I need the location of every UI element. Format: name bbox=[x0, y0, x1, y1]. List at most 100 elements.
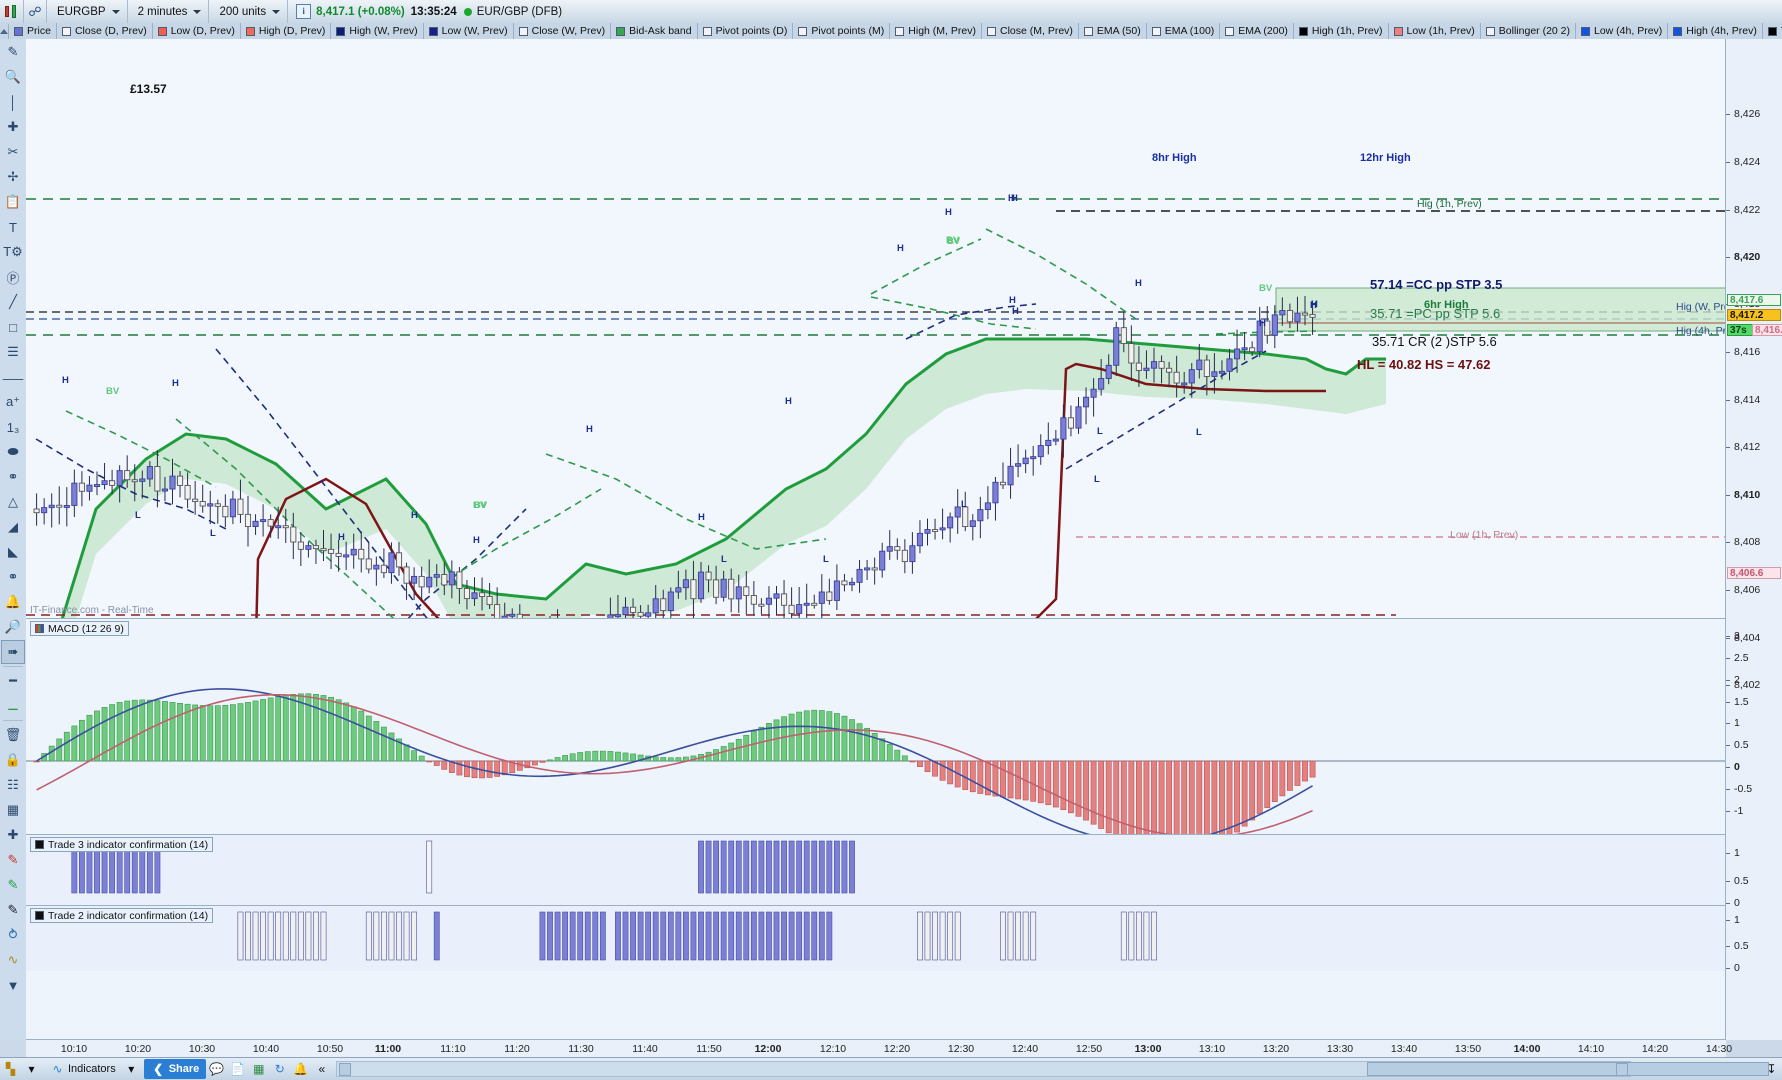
legend-item[interactable]: EMA (100) bbox=[1147, 23, 1221, 39]
spiral-icon[interactable]: ⥁ bbox=[8, 927, 18, 942]
legend-item[interactable]: Bollinger (20 2) bbox=[1481, 23, 1576, 39]
scroll-right-button[interactable] bbox=[1616, 1063, 1628, 1076]
bid-price-pill[interactable]: 8,416.7 bbox=[1752, 324, 1782, 336]
vertical-line-icon[interactable]: │ bbox=[8, 94, 18, 110]
news-icon[interactable]: 📄 bbox=[230, 1062, 246, 1076]
abc-pattern-icon[interactable]: a⁺ bbox=[5, 394, 21, 409]
legend-item[interactable]: Pivot points (M) bbox=[793, 23, 891, 39]
alert-icon[interactable]: 🔔 bbox=[293, 1062, 309, 1076]
legend-item[interactable]: High (4h, Prev) bbox=[1668, 23, 1763, 39]
chevron-down-icon[interactable] bbox=[193, 9, 202, 14]
lock-icon[interactable]: 🔒 bbox=[4, 752, 22, 767]
macd-pane[interactable]: MACD (12 26 9) bbox=[26, 619, 1726, 835]
text-settings-icon[interactable]: T⚙ bbox=[3, 244, 23, 259]
magnifier-icon[interactable]: 🔍 bbox=[4, 69, 22, 84]
segment-icon[interactable]: ⚭ bbox=[7, 469, 19, 484]
scroll-left-button[interactable] bbox=[339, 1063, 352, 1076]
size-selector[interactable]: 200 units bbox=[209, 0, 289, 23]
channel-icon[interactable]: ☰ bbox=[7, 344, 19, 359]
macd-pane-title[interactable]: MACD (12 26 9) bbox=[30, 621, 129, 636]
chevron-down-icon[interactable] bbox=[272, 9, 281, 14]
settings-brush-icon[interactable]: ✂ bbox=[7, 144, 19, 159]
legend-item[interactable]: Low (D, Prev) bbox=[153, 23, 241, 39]
text-tool-icon[interactable]: T bbox=[9, 219, 17, 235]
chart-canvas[interactable]: IT-Finance.com - Real-Time £13.57 bbox=[26, 39, 1726, 1040]
legend-item[interactable]: High (W, Prev) bbox=[331, 23, 424, 39]
grid-icon[interactable]: ▦ bbox=[6, 802, 20, 817]
info-icon[interactable]: i bbox=[296, 4, 312, 19]
orderbook-icon[interactable]: ▦ bbox=[253, 1062, 265, 1076]
low-1h-pill[interactable]: 8,406.6 bbox=[1727, 567, 1781, 579]
chart-type-section[interactable] bbox=[0, 0, 24, 23]
green-line-icon[interactable]: ⚊ bbox=[7, 698, 19, 713]
indicators-dropdown-icon[interactable]: ▾ bbox=[128, 1062, 135, 1076]
last-price-pill[interactable]: 8,417.2 bbox=[1727, 309, 1781, 321]
price-axis[interactable]: 8,4268,4248,4228,4208,4188,4168,4148,412… bbox=[1725, 39, 1782, 1040]
curve-icon[interactable]: ∿ bbox=[7, 952, 19, 967]
link-icon[interactable]: ☍ bbox=[28, 4, 42, 19]
parallel-lines-icon[interactable]: ⸺ bbox=[2, 370, 24, 386]
timeframe-selector[interactable]: 2 minutes bbox=[128, 0, 210, 23]
price-pane[interactable]: IT-Finance.com - Real-Time £13.57 bbox=[26, 39, 1726, 619]
wave-count-icon[interactable]: 1₃ bbox=[6, 419, 20, 435]
dropdown-icon[interactable]: ▾ bbox=[28, 1062, 35, 1076]
collapse-icon[interactable]: « bbox=[318, 1062, 326, 1076]
zoom-select-icon[interactable]: 🔎 bbox=[4, 619, 22, 634]
trade2-pane[interactable]: Trade 2 indicator confirmation (14) bbox=[26, 906, 1726, 971]
fib-fan-icon[interactable]: ◢ bbox=[8, 519, 18, 534]
share-button[interactable]: ❮ Share bbox=[143, 1059, 207, 1079]
scrollbar-thumb[interactable] bbox=[1367, 1062, 1770, 1076]
triangle-icon[interactable]: △ bbox=[8, 494, 18, 509]
legend-collapse-button[interactable] bbox=[0, 23, 9, 39]
crosshair-icon[interactable]: ✚ bbox=[7, 827, 19, 842]
link-section[interactable]: ☍ bbox=[24, 0, 47, 23]
legend-item[interactable]: Bid-Ask band bbox=[611, 23, 698, 39]
legend-item[interactable]: High (M, Prev) bbox=[890, 23, 982, 39]
ask-price-pill[interactable]: 8,417.6 bbox=[1727, 294, 1781, 306]
download-icon[interactable]: ↧ bbox=[1766, 1062, 1777, 1076]
legend-item[interactable]: High (D, Prev) bbox=[241, 23, 332, 39]
annotate-pencil-icon[interactable]: ✎ bbox=[7, 44, 19, 59]
candlestick-icon[interactable] bbox=[4, 4, 19, 19]
trade2-pane-title[interactable]: Trade 2 indicator confirmation (14) bbox=[30, 908, 214, 923]
horizontal-scrollbar[interactable] bbox=[336, 1061, 1770, 1077]
pen-red-icon[interactable]: ✎ bbox=[7, 852, 19, 867]
legend-item[interactable]: Low (W, Prev) bbox=[424, 23, 514, 39]
countdown-pill[interactable]: 37s bbox=[1727, 324, 1755, 336]
legend-item[interactable]: Close (D, Prev) bbox=[57, 23, 153, 39]
comment-icon[interactable]: 💬 bbox=[209, 1062, 225, 1076]
chart-type-icon[interactable]: ▚ bbox=[5, 1062, 16, 1076]
layers-icon[interactable]: ☷ bbox=[7, 777, 19, 792]
legend-item[interactable]: Trend Convergence sig bbox=[1763, 23, 1782, 39]
trade3-pane-title[interactable]: Trade 3 indicator confirmation (14) bbox=[30, 837, 214, 852]
trade3-pane[interactable]: Trade 3 indicator confirmation (14) bbox=[26, 835, 1726, 906]
pointer-tool-icon[interactable]: ➠ bbox=[1, 640, 25, 664]
horizontal-line-icon[interactable]: ━ bbox=[9, 673, 17, 688]
fib-retracement-icon[interactable]: ◣ bbox=[8, 544, 18, 559]
legend-item[interactable]: Low (1h, Prev) bbox=[1389, 23, 1481, 39]
text-bubble-icon[interactable]: Ⓟ bbox=[6, 270, 20, 286]
move-icon[interactable]: ✢ bbox=[7, 169, 19, 184]
legend-item[interactable]: EMA (200) bbox=[1220, 23, 1294, 39]
legend-item[interactable]: Close (W, Prev) bbox=[514, 23, 612, 39]
pen-green-icon[interactable]: ✎ bbox=[7, 877, 19, 892]
pen-dark-icon[interactable]: ✎ bbox=[7, 902, 19, 917]
instrument-selector[interactable]: EURGBP bbox=[47, 0, 128, 23]
legend-item[interactable]: Price bbox=[9, 23, 57, 39]
add-drawing-icon[interactable]: ✚ bbox=[7, 119, 19, 134]
refresh-icon[interactable]: ↻ bbox=[274, 1062, 285, 1076]
chevron-down-icon[interactable] bbox=[111, 9, 120, 14]
legend-item[interactable]: Pivot points (D) bbox=[698, 23, 794, 39]
rectangle-icon[interactable]: □ bbox=[9, 319, 17, 335]
ellipse-icon[interactable]: ⬬ bbox=[7, 444, 19, 459]
legend-item[interactable]: EMA (50) bbox=[1079, 23, 1147, 39]
legend-item[interactable]: Close (M, Prev) bbox=[982, 23, 1079, 39]
indicators-button[interactable]: ∿ Indicators bbox=[42, 1059, 121, 1079]
legend-item[interactable]: High (1h, Prev) bbox=[1294, 23, 1389, 39]
trendline-icon[interactable]: ╱ bbox=[9, 294, 17, 309]
legend-item[interactable]: Low (4h, Prev) bbox=[1576, 23, 1669, 39]
copy-icon[interactable]: 📋 bbox=[4, 194, 22, 209]
alert-bell-icon[interactable]: 🔔 bbox=[4, 594, 22, 609]
more-tools-icon[interactable]: ▼ bbox=[6, 977, 20, 993]
time-axis[interactable]: 10:10 10:20 10:30 10:40 10:50 11:00 11:10 11:20… bbox=[26, 1039, 1732, 1058]
